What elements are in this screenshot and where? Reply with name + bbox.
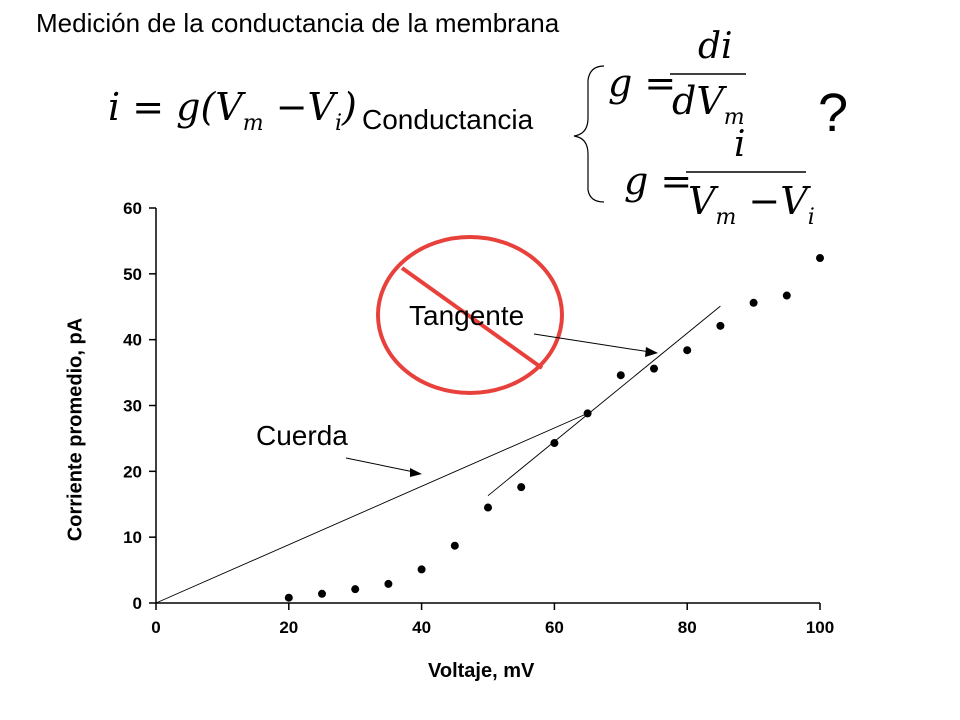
data-point [318, 589, 326, 598]
reference-line [155, 412, 588, 604]
svg-text:Vm −Vi: Vm −Vi [688, 179, 815, 230]
x-tick-label: 0 [151, 618, 160, 637]
data-point [450, 541, 459, 550]
y-axis-label: Corriente promedio, pA [64, 317, 87, 542]
tangent-equation: g = di dVm [608, 26, 746, 130]
slide-title: Medición de la conductancia de la membra… [36, 8, 560, 38]
data-point [683, 346, 692, 355]
data-point [650, 364, 658, 373]
data-point [583, 409, 592, 418]
svg-text:g =: g = [608, 61, 676, 105]
data-point [749, 298, 758, 307]
data-point [517, 483, 526, 492]
x-tick-label: 40 [412, 618, 431, 637]
svg-text:g =: g = [624, 159, 692, 203]
chord-equation: g = i Vm −Vi [624, 124, 815, 230]
data-point [484, 503, 492, 512]
x-tick-label: 20 [279, 618, 298, 637]
y-tick-label: 30 [123, 397, 142, 416]
data-point [716, 321, 725, 330]
brace-icon [573, 65, 605, 203]
y-tick-label: 20 [123, 462, 142, 481]
svg-text:di: di [698, 26, 733, 67]
data-point [782, 291, 791, 300]
chord-label: Cuerda [256, 420, 348, 451]
conductance-label: Conductancia [362, 104, 534, 135]
y-tick-label: 50 [123, 265, 142, 284]
data-point [417, 565, 426, 574]
tangent-arrow [533, 333, 658, 357]
data-point [384, 579, 393, 588]
data-point [284, 593, 293, 602]
prohibition-icon [376, 235, 564, 395]
data-point [816, 254, 824, 263]
ohm-equation: i = g(Vm −Vi) [108, 85, 357, 136]
x-axis-label: Voltaje, mV [428, 660, 535, 682]
y-tick-label: 0 [133, 594, 142, 613]
chart: 0 10 20 30 40 50 60 0 20 40 60 80 100 [123, 199, 834, 637]
chord-arrow [345, 457, 422, 477]
data-point [351, 585, 360, 594]
tangent-label: Tangente [409, 300, 525, 331]
svg-text:dVm: dVm [672, 79, 745, 130]
ohm-equation-text: i = g(Vm −Vi) [108, 85, 357, 136]
x-tick-label: 60 [545, 618, 564, 637]
y-tick-label: 60 [123, 199, 142, 218]
x-tick-label: 100 [806, 618, 834, 637]
svg-text:i: i [734, 124, 746, 165]
x-tick-label: 80 [678, 618, 697, 637]
question-mark: ? [818, 83, 849, 143]
y-tick-label: 10 [123, 528, 142, 547]
y-tick-label: 40 [123, 331, 142, 350]
data-point [550, 439, 559, 448]
data-point [616, 371, 625, 380]
reference-line [487, 305, 721, 497]
